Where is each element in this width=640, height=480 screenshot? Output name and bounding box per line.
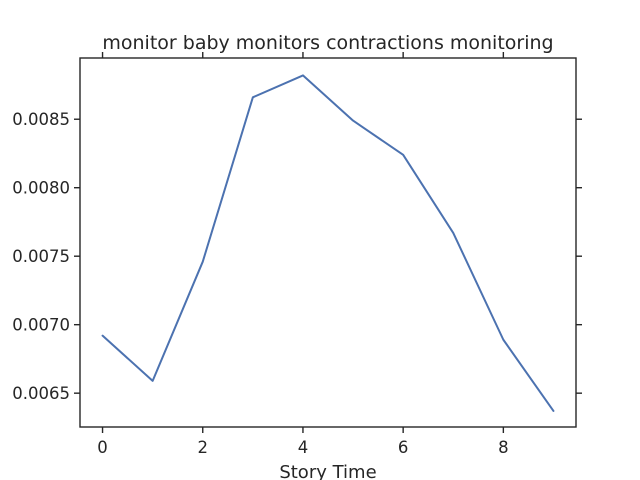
y-tick-label: 0.0080: [12, 179, 70, 198]
y-tick-label: 0.0065: [12, 384, 70, 403]
x-tick-label: 2: [197, 438, 208, 457]
x-tick-label: 6: [398, 438, 409, 457]
series-layer: [101, 74, 555, 412]
y-tick-label: 0.0070: [12, 316, 70, 335]
x-axis-label: Story Time: [279, 462, 376, 480]
ticks: [74, 52, 582, 433]
x-tick-label: 8: [498, 438, 509, 457]
y-tick-label: 0.0085: [12, 110, 70, 129]
x-tick-label: 4: [298, 438, 309, 457]
x-tick-label: 0: [97, 438, 108, 457]
series-line: [101, 74, 555, 412]
y-tick-label: 0.0075: [12, 247, 70, 266]
chart-title: monitor baby monitors contractions monit…: [102, 32, 553, 54]
tick-labels: 0 2 4 6 8 0.0065 0.0070 0.0075 0.0080 0.0085: [12, 110, 508, 457]
plot-frame: [79, 57, 577, 428]
